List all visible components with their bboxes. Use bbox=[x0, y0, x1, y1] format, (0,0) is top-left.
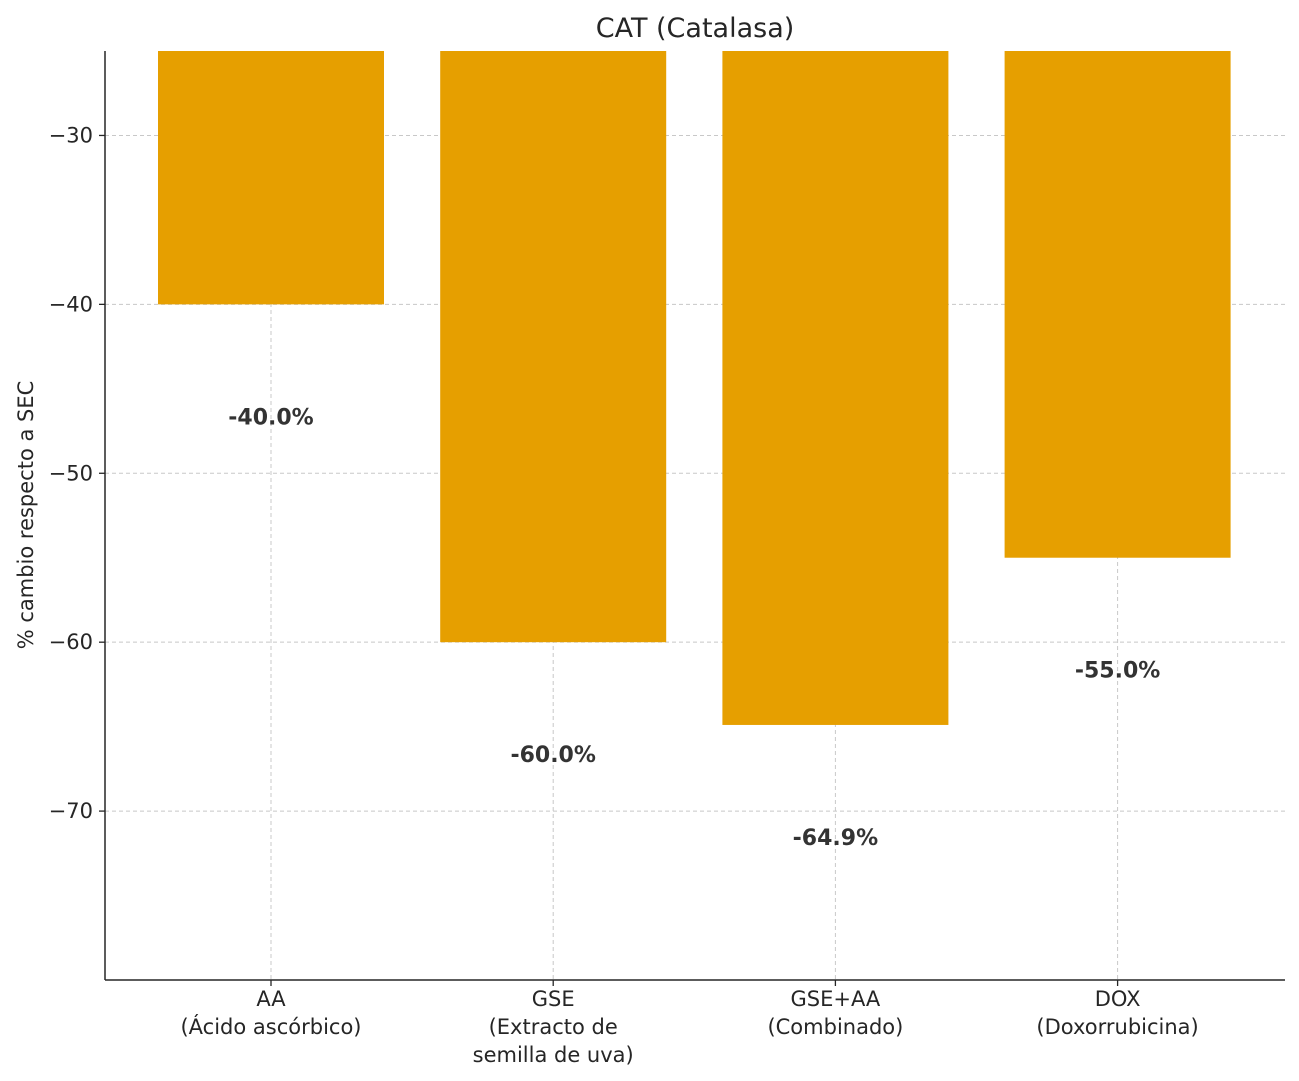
bar-gseaa bbox=[722, 51, 949, 725]
x-tick-label: GSE bbox=[532, 987, 575, 1011]
bar-dox bbox=[1004, 51, 1231, 558]
x-tick-label: (Combinado) bbox=[767, 1015, 903, 1039]
y-tick-label: −30 bbox=[49, 123, 93, 147]
data-label: -55.0% bbox=[1075, 659, 1160, 684]
x-tick-label: (Ácido ascórbico) bbox=[180, 1014, 361, 1039]
x-tick-label: GSE+AA bbox=[791, 987, 881, 1011]
data-label: -64.9% bbox=[793, 826, 878, 851]
y-tick-label: −70 bbox=[49, 799, 93, 823]
x-tick-label: AA bbox=[256, 987, 286, 1011]
x-tick-label: semilla de uva) bbox=[473, 1043, 634, 1067]
x-tick-label: DOX bbox=[1095, 987, 1141, 1011]
y-axis-label: % cambio respecto a SEC bbox=[14, 381, 38, 650]
bar-aa bbox=[158, 51, 384, 305]
y-tick-label: −60 bbox=[49, 630, 93, 654]
chart-title: CAT (Catalasa) bbox=[596, 13, 795, 44]
data-label: -40.0% bbox=[228, 405, 313, 430]
data-label: -60.0% bbox=[510, 743, 595, 768]
x-tick-label: (Extracto de bbox=[489, 1015, 618, 1039]
y-tick-label: −40 bbox=[49, 292, 93, 316]
x-tick-label: (Doxorrubicina) bbox=[1036, 1015, 1198, 1039]
y-tick-label: −50 bbox=[49, 461, 93, 485]
bar-gse bbox=[440, 51, 667, 643]
